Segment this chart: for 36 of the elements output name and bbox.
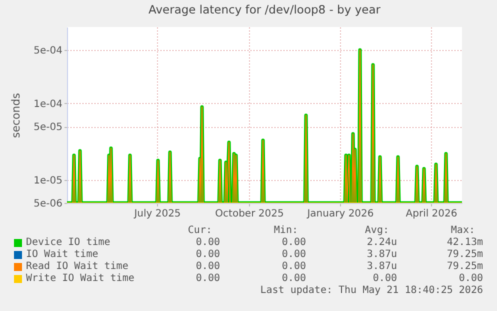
text: 0.00 [196,261,220,273]
text: 0.00 [196,273,220,285]
text: Cur: [188,225,212,237]
legend-label: Device IO time [26,237,110,249]
y-tick-label: 5e-05 [34,122,62,134]
x-tick-label: October 2025 [215,208,284,220]
y-tick-label: 1e-05 [34,175,62,186]
x-tick-label: April 2026 [406,208,458,220]
text: 0.00 [196,237,220,249]
text: 79.25m [446,261,483,273]
legend-label: Read IO Wait time [26,261,128,273]
text: Last update: Thu May 21 18:40:25 2026 [260,285,483,297]
text: 0.00 [458,273,483,285]
text: 3.87u [366,249,397,261]
text: 0.00 [372,273,397,285]
x-tick-label: January 2026 [306,208,374,220]
text: 79.25m [446,249,483,261]
text: Avg: [364,225,389,237]
y-tick-label: 1e-04 [34,98,62,110]
text: 42.13m [446,237,483,249]
legend-label: IO Wait time [26,249,98,261]
text: 0.00 [282,261,306,273]
text: Max: [450,225,475,237]
x-tick-label: July 2025 [133,208,181,220]
legend-label: Write IO Wait time [26,273,134,285]
y-axis-title: seconds [10,92,23,138]
text: 0.00 [282,249,306,261]
y-tick-label: 5e-06 [34,198,62,210]
text: 0.00 [282,273,306,285]
text: Min: [274,225,298,237]
text: 2.24u [366,237,397,249]
text: 0.00 [196,249,220,261]
chart-title: Average latency for /dev/loop8 - by year [148,2,381,16]
text: 3.87u [366,261,397,273]
text: 0.00 [282,237,306,249]
y-tick-label: 5e-04 [34,46,62,57]
